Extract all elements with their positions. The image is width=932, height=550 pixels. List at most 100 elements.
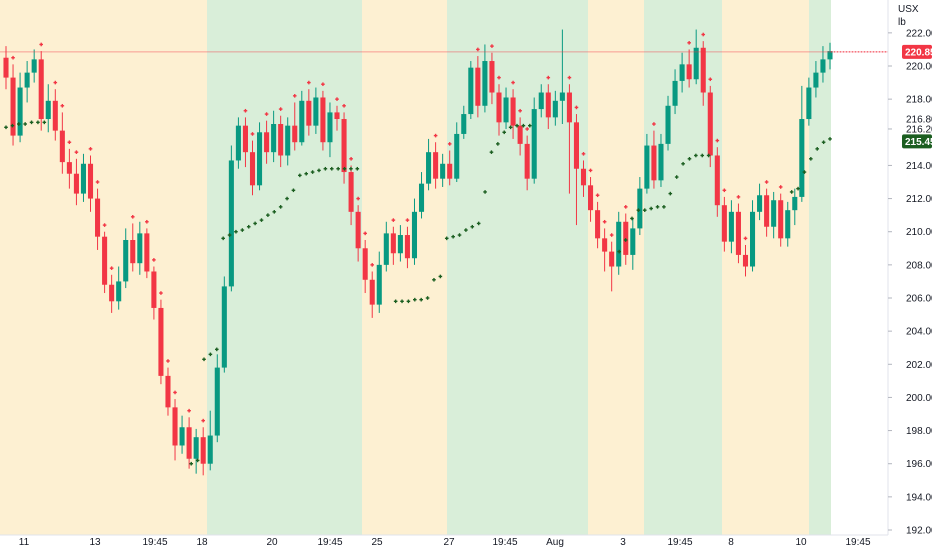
candle-body (461, 114, 467, 134)
indicator-dot (642, 208, 647, 212)
candle-body (644, 145, 650, 189)
indicator-price-value: 215.45 (905, 137, 932, 148)
candle (433, 142, 439, 189)
candle-body (264, 132, 270, 153)
candle-body (566, 92, 572, 123)
candle (552, 90, 558, 126)
x-tick-label: 25 (371, 537, 383, 548)
candle (116, 266, 122, 310)
indicator-dot (202, 357, 206, 362)
resistance-dot (574, 105, 579, 110)
candle-body (404, 235, 410, 259)
indicator-dot (23, 122, 27, 126)
resistance-dot (778, 185, 783, 189)
resistance-dot (243, 108, 248, 113)
resistance-dot (278, 107, 283, 111)
resistance-dot (701, 32, 706, 37)
candle (306, 89, 312, 136)
candle-body (616, 221, 622, 267)
candle-body (440, 163, 446, 179)
candle-body (257, 132, 263, 186)
indicator-dot (623, 238, 628, 242)
indicator-dot (508, 125, 513, 130)
candle-body (278, 124, 284, 156)
candle-body (31, 59, 37, 73)
candle-body (3, 57, 9, 78)
indicator-dot (195, 458, 200, 463)
candle-body (221, 286, 227, 368)
candle-body (327, 112, 333, 143)
extra-price-label: 216.80 (906, 115, 932, 126)
indicator-dot (304, 171, 309, 176)
indicator-dot (234, 229, 238, 234)
candle-body (299, 100, 305, 143)
candle-body (651, 145, 657, 181)
resistance-dot (581, 152, 586, 156)
candle (313, 87, 319, 134)
indicator-dot (789, 190, 794, 194)
resistance-dot (159, 291, 163, 295)
candle-body (165, 375, 171, 408)
indicator-dot (400, 299, 404, 304)
resistance-dot (95, 180, 100, 184)
candle (651, 130, 657, 189)
candle-body (383, 233, 389, 265)
indicator-dot (700, 153, 705, 158)
candle-body (665, 105, 671, 144)
candle (397, 225, 403, 262)
indicator-dot (253, 221, 257, 226)
candle (193, 428, 199, 474)
candle-body (285, 125, 291, 156)
candle-body (707, 92, 713, 156)
candle-body (482, 61, 488, 106)
indicator-dot (438, 274, 443, 279)
candle (10, 64, 16, 146)
candle-body (433, 152, 439, 179)
candle-body (87, 163, 94, 199)
resistance-dot (264, 112, 269, 116)
y-tick-label: 194.00 (906, 492, 932, 503)
candle (271, 110, 277, 163)
candle-body (559, 92, 565, 101)
candle-body (714, 155, 720, 206)
candle (679, 52, 685, 93)
candle (95, 188, 101, 250)
candle (721, 196, 727, 252)
candle-body (292, 125, 298, 143)
candle-body (749, 211, 756, 267)
candle (179, 415, 185, 454)
candle-body (447, 163, 453, 179)
candle (672, 69, 678, 115)
candle-body (102, 236, 108, 285)
candle (440, 153, 446, 187)
indicator-dot (515, 123, 519, 128)
candle-body (686, 64, 692, 80)
indicator-dot (451, 234, 455, 239)
candle-body (531, 109, 537, 179)
candle (73, 158, 79, 206)
indicator-dot (649, 206, 653, 211)
candle (17, 72, 23, 143)
candle-body (123, 240, 129, 282)
indicator-dot (464, 228, 468, 232)
resistance-dot (525, 127, 529, 131)
candle (764, 188, 770, 237)
resistance-dot (130, 215, 135, 219)
candle-body (588, 185, 594, 211)
candle-body (764, 195, 770, 227)
candle-body (679, 64, 685, 81)
indicator-dot (617, 249, 622, 254)
candle (186, 417, 192, 469)
candle-body (827, 51, 833, 60)
currency-label: USX (898, 4, 919, 15)
resistance-dot (595, 193, 600, 198)
candle-body (52, 100, 58, 131)
candle-body (735, 211, 741, 255)
resistance-dot (511, 80, 515, 85)
indicator-dot (393, 299, 398, 304)
candle (595, 201, 601, 249)
y-tick-label: 212.00 (906, 194, 932, 205)
candle-body (38, 59, 44, 120)
